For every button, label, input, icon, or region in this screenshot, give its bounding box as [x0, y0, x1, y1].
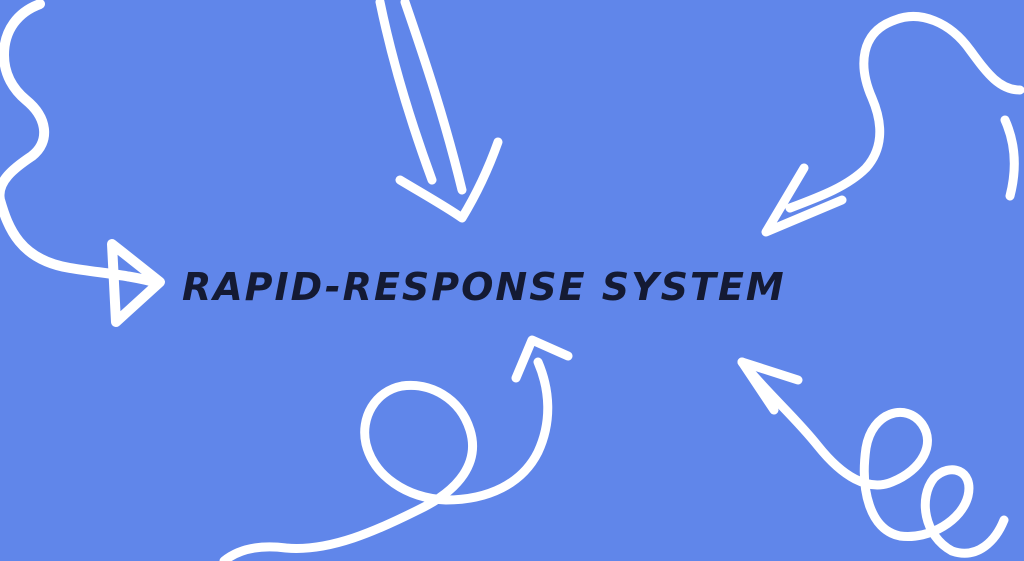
loop-arrow-bottom-right-icon [737, 357, 1009, 558]
squiggle-arrow-left-icon [0, 0, 165, 327]
loop-arrow-bottom-center-icon [219, 335, 573, 561]
headline-text: RAPID-RESPONSE SYSTEM [182, 265, 786, 309]
straight-arrow-top-icon [375, 0, 503, 223]
zigzag-arrow-top-right-icon [761, 12, 1024, 237]
